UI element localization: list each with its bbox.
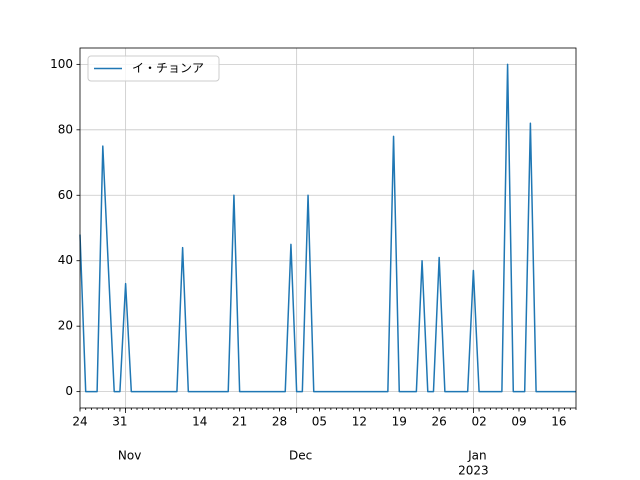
- x-month-label: Dec: [289, 449, 312, 463]
- x-tick-label: 05: [312, 415, 327, 429]
- y-tick-label: 80: [58, 122, 73, 136]
- legend-label: イ・チョンア: [132, 61, 204, 75]
- axes-frame: [79, 47, 577, 409]
- legend: イ・チョンア: [87, 55, 220, 82]
- x-tick-label: 16: [551, 415, 566, 429]
- x-tick-label: 28: [272, 415, 287, 429]
- y-tick-label: 60: [58, 188, 73, 202]
- legend-box: [87, 55, 220, 82]
- x-year-label: 2023: [458, 464, 489, 478]
- x-tick-label: 09: [511, 415, 526, 429]
- y-tick-label: 100: [50, 57, 73, 71]
- y-tick-label: 0: [65, 384, 73, 398]
- x-tick-label: 26: [432, 415, 447, 429]
- line: [79, 63, 576, 393]
- x-tick-label: 19: [392, 415, 407, 429]
- x-month-label: Jan: [467, 449, 487, 463]
- x-tick-label: 24: [72, 415, 87, 429]
- x-tick-label: 12: [352, 415, 367, 429]
- plot: [79, 63, 576, 393]
- x-tick-label: 31: [112, 415, 127, 429]
- x-month-label: Nov: [118, 449, 141, 463]
- x-tick-label: 21: [232, 415, 247, 429]
- y-tick-label: 40: [58, 253, 73, 267]
- x-tick-label: 02: [471, 415, 486, 429]
- x-tick-label: 14: [192, 415, 207, 429]
- y-tick-label: 20: [58, 319, 73, 333]
